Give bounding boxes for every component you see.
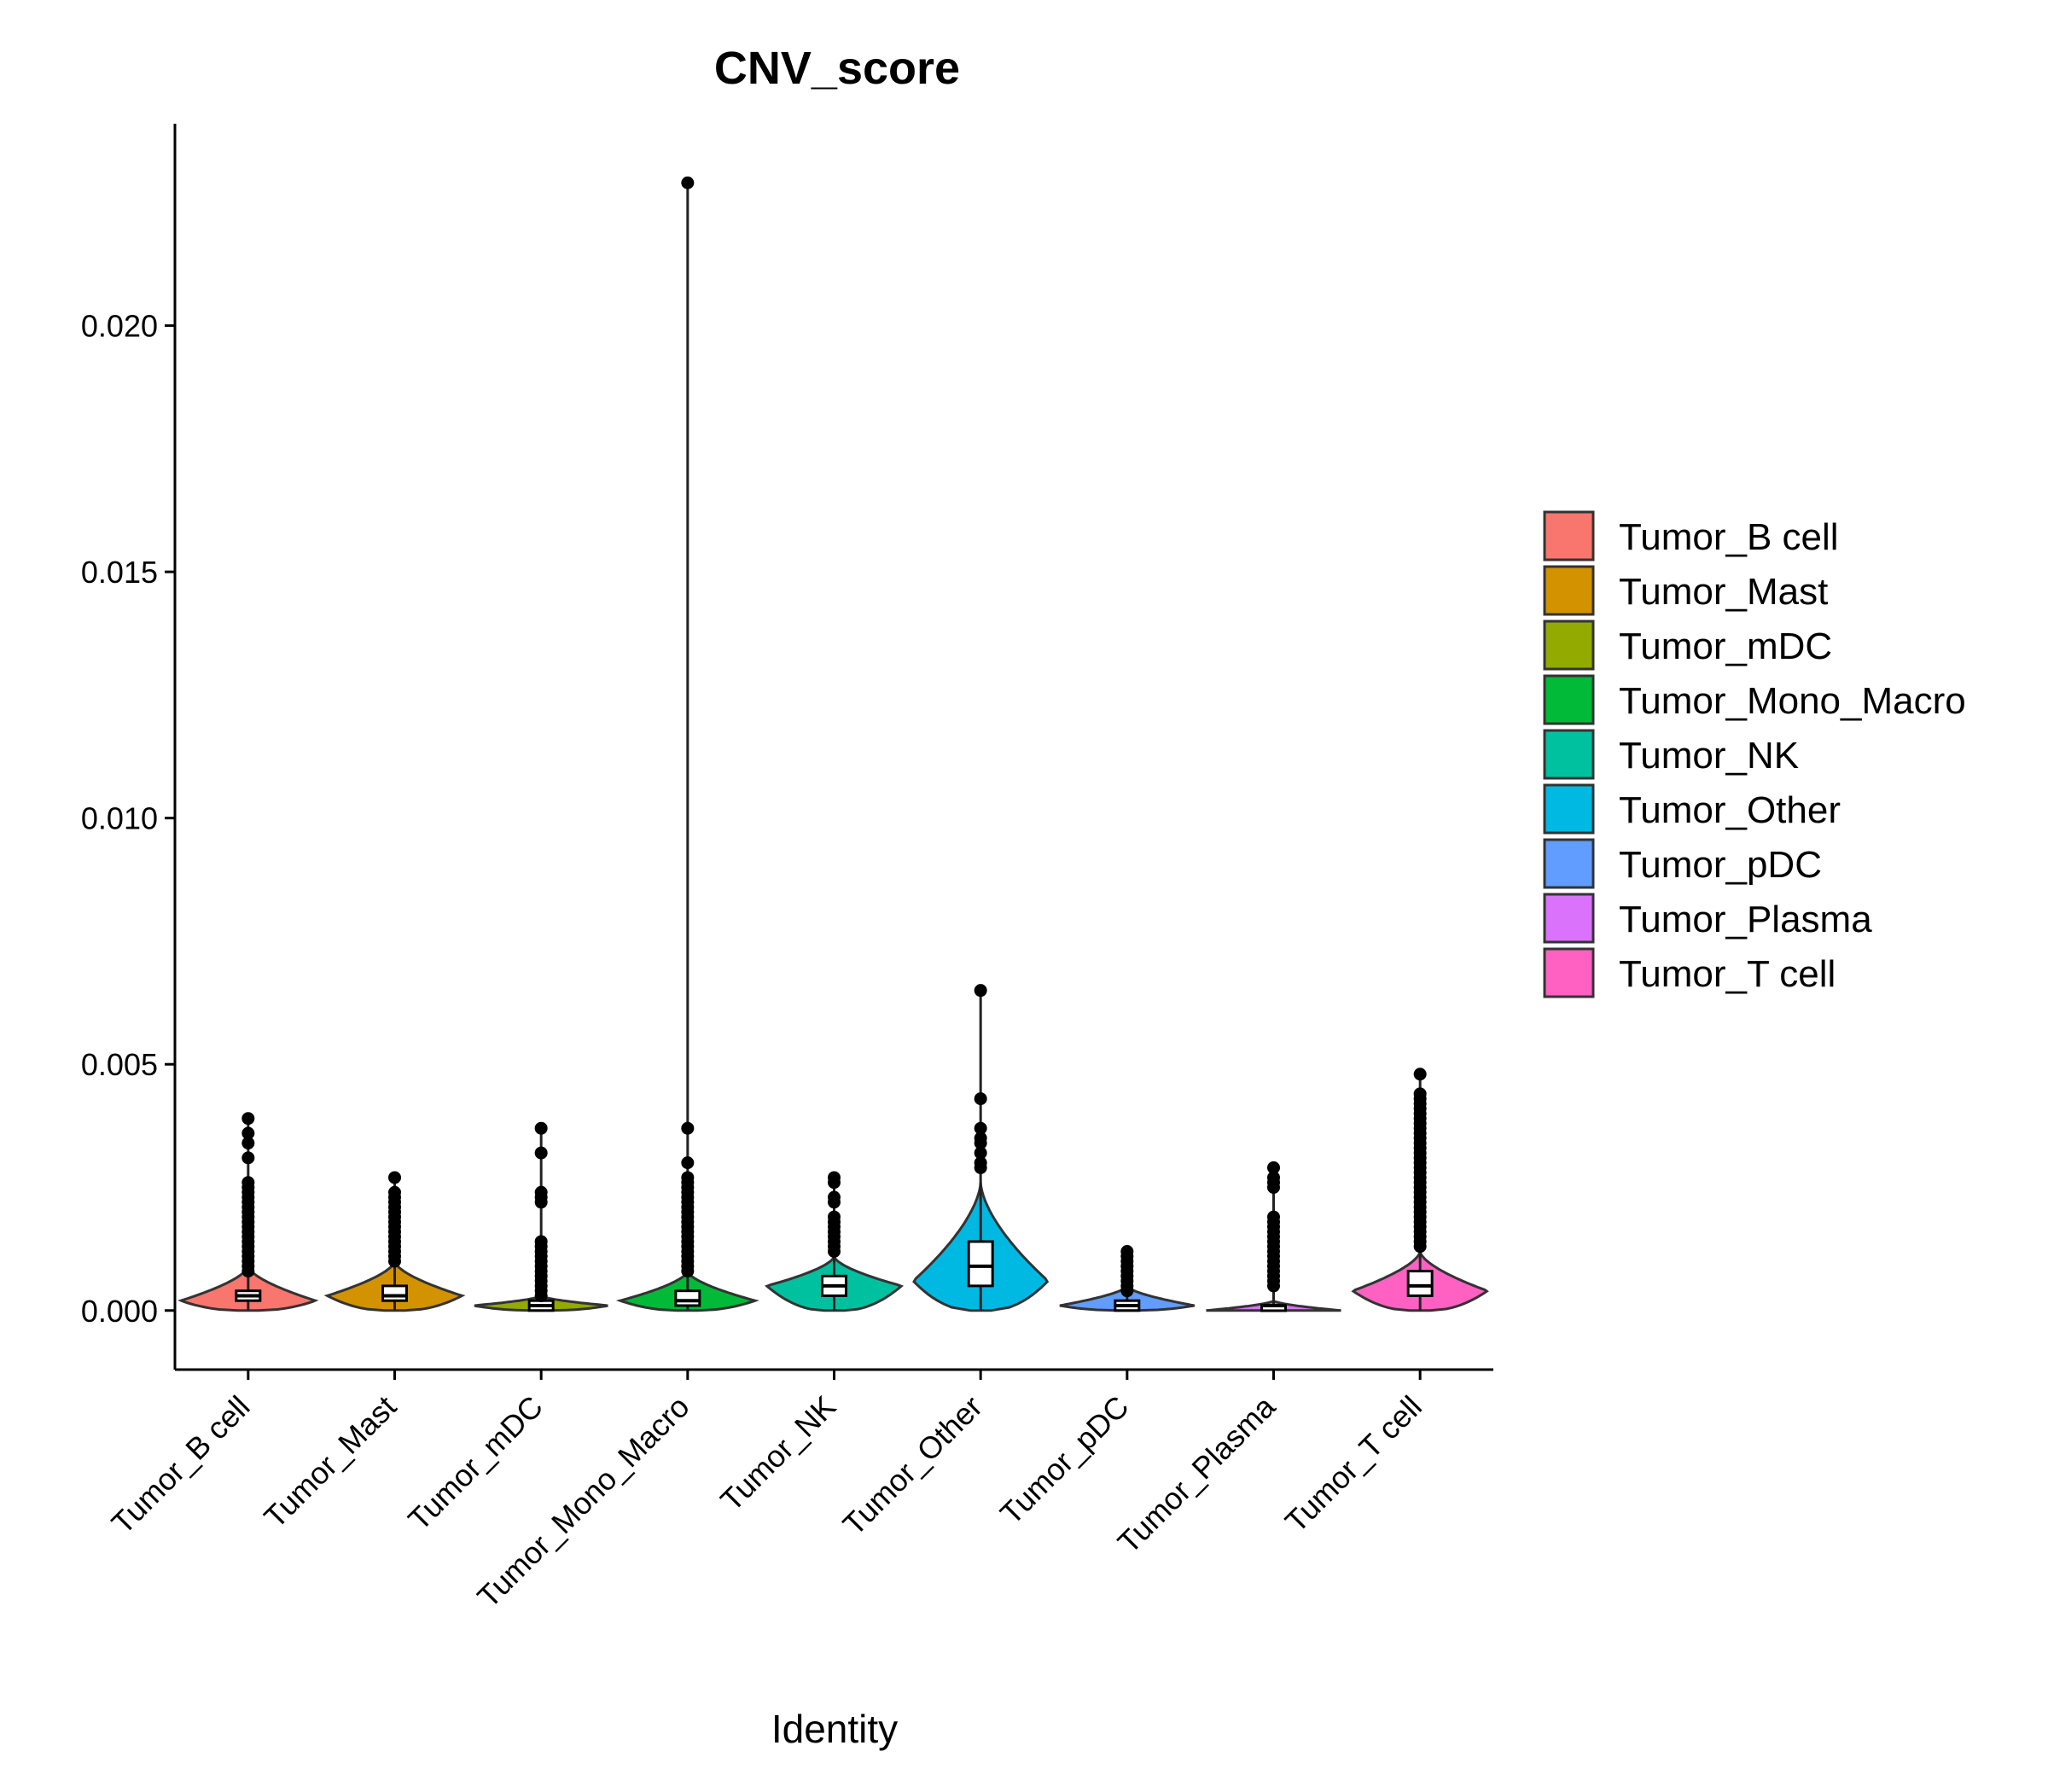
outlier-point (241, 1112, 255, 1126)
outlier-point (534, 1196, 548, 1209)
outlier-point (974, 1121, 987, 1135)
outlier-point (1413, 1240, 1427, 1254)
legend-item: Tumor_Plasma (1543, 893, 1872, 944)
outlier-point (828, 1176, 841, 1190)
box-iqr (381, 1284, 408, 1302)
y-tick-label: 0.020 (81, 309, 158, 344)
outlier-point (1267, 1180, 1280, 1194)
outlier-point (974, 1137, 987, 1150)
violin-group (323, 1171, 466, 1312)
y-tick-label: 0.015 (81, 555, 158, 590)
violin-group (1206, 1161, 1341, 1312)
outlier-point (974, 1161, 987, 1174)
chart-title: CNV_score (714, 43, 960, 94)
legend-label: Tumor_Plasma (1619, 899, 1872, 940)
legend-label: Tumor_pDC (1619, 844, 1822, 886)
legend-item: Tumor_Mast (1543, 565, 1828, 616)
legend-item: Tumor_T cell (1543, 947, 1836, 998)
legend-swatch (1543, 729, 1595, 780)
outlier-point (388, 1254, 401, 1268)
x-tick-label: Tumor_NK (713, 1389, 842, 1518)
outlier-point (534, 1121, 548, 1135)
outlier-point (1267, 1279, 1280, 1293)
outlier-point (828, 1196, 841, 1209)
x-tick-label: Tumor_T cell (1278, 1389, 1428, 1539)
legend-label: Tumor_B cell (1619, 516, 1839, 558)
outlier-point (681, 1121, 695, 1135)
box-iqr (674, 1289, 701, 1307)
legend-item: Tumor_Mono_Macro (1543, 674, 1966, 725)
x-axis-title: Identity (771, 1707, 898, 1751)
x-tick-label: Tumor_Plasma (1111, 1388, 1283, 1560)
y-tick-label: 0.005 (81, 1047, 158, 1082)
legend-item: Tumor_mDC (1543, 620, 1832, 671)
legend-label: Tumor_Mast (1619, 571, 1828, 613)
x-tick-label: Tumor_Other (836, 1389, 989, 1542)
outlier-point (681, 176, 695, 189)
legend-swatch (1543, 783, 1595, 835)
outlier-point (828, 1245, 841, 1259)
outlier-point (1120, 1284, 1134, 1298)
outlier-point (241, 1137, 255, 1150)
y-tick-label: 0.010 (81, 801, 158, 836)
legend-swatch (1543, 620, 1595, 671)
outlier-point (534, 1289, 548, 1302)
violin-group (474, 1121, 608, 1312)
x-tick-label: Tumor_B cell (105, 1389, 257, 1541)
x-tick-label: Tumor_Mast (257, 1389, 403, 1535)
violin-group (1059, 1245, 1196, 1312)
box-iqr (967, 1240, 994, 1288)
legend-swatch (1543, 674, 1595, 725)
outlier-point (974, 984, 987, 998)
legend-label: Tumor_Mono_Macro (1619, 680, 1966, 722)
legend-label: Tumor_mDC (1619, 625, 1832, 667)
legend-swatch (1543, 565, 1595, 616)
legend-label: Tumor_NK (1619, 735, 1799, 777)
outlier-point (974, 1092, 987, 1106)
legend-item: Tumor_pDC (1543, 838, 1822, 889)
violin-group (764, 1171, 905, 1312)
legend: Tumor_B cell Tumor_Mast Tumor_mDC Tumor_Mon… (1543, 510, 1966, 998)
outlier-point (1413, 1068, 1427, 1081)
outlier-point (388, 1171, 401, 1184)
outlier-point (974, 1146, 987, 1160)
violin-group (1351, 1068, 1489, 1312)
outlier-point (241, 1151, 255, 1165)
legend-item: Tumor_B cell (1543, 510, 1839, 561)
legend-label: Tumor_T cell (1619, 953, 1836, 995)
outlier-point (681, 1156, 695, 1170)
legend-swatch (1543, 893, 1595, 944)
legend-label: Tumor_Other (1619, 789, 1841, 831)
x-tick-label: Tumor_pDC (993, 1389, 1136, 1532)
box-iqr (1406, 1270, 1434, 1297)
legend-swatch (1543, 838, 1595, 889)
outlier-point (241, 1265, 255, 1278)
legend-item: Tumor_NK (1543, 729, 1799, 780)
outlier-point (1267, 1161, 1280, 1174)
legend-swatch (1543, 947, 1595, 998)
violin-group (177, 1112, 319, 1312)
outlier-point (534, 1146, 548, 1160)
plot-area (177, 176, 1489, 1312)
legend-swatch (1543, 510, 1595, 561)
outlier-point (681, 1265, 695, 1278)
violin-group (615, 176, 759, 1312)
x-tick-label: Tumor_mDC (401, 1389, 550, 1538)
y-tick-label: 0.000 (81, 1294, 158, 1329)
legend-item: Tumor_Other (1543, 783, 1841, 835)
outlier-point (241, 1126, 255, 1140)
violin-group (912, 984, 1050, 1312)
